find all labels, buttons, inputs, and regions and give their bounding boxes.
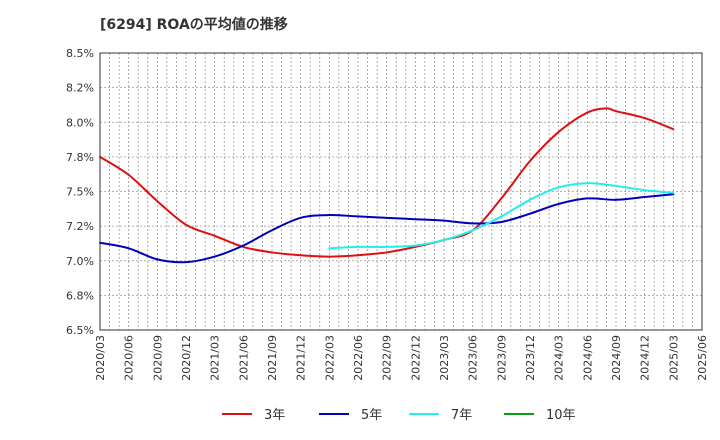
x-tick-label: 2023/06 [467, 335, 480, 381]
x-tick-label: 2024/06 [581, 335, 594, 381]
x-tick-label: 2023/03 [438, 335, 451, 381]
x-tick-label: 2023/09 [495, 335, 508, 381]
series-line [99, 193, 675, 264]
x-tick-label: 2020/09 [151, 335, 164, 381]
y-tick-label: 7.5% [66, 186, 94, 199]
x-tick-label: 2024/12 [639, 335, 652, 381]
x-tick-label: 2020/06 [123, 335, 136, 381]
x-tick-label: 2022/12 [409, 335, 422, 381]
x-tick-label: 2025/06 [696, 335, 709, 381]
x-tick-label: 2024/03 [553, 335, 566, 381]
legend-label: 3年 [264, 408, 285, 423]
legend: 3年 5年 7年 10年 [222, 408, 576, 423]
y-tick-label: 8.2% [66, 82, 94, 95]
x-tick-label: 2023/12 [524, 335, 537, 381]
x-axis-ticks: 2020/03 2020/06 2020/09 2020/12 2021/03 2021/… [94, 335, 709, 381]
grid [100, 53, 702, 330]
x-tick-label: 2021/03 [209, 335, 222, 381]
chart-title: [6294] ROAの平均値の推移 [100, 17, 288, 33]
x-tick-label: 2024/09 [610, 335, 623, 381]
x-tick-label: 2025/03 [667, 335, 680, 381]
y-tick-label: 7.0% [66, 255, 94, 268]
legend-label: 5年 [361, 408, 382, 423]
x-tick-label: 2021/09 [266, 335, 279, 381]
x-tick-label: 2021/12 [295, 335, 308, 381]
legend-label: 10年 [546, 408, 576, 423]
series-lines [99, 107, 675, 264]
x-tick-label: 2022/09 [381, 335, 394, 381]
legend-label: 7年 [451, 408, 472, 423]
y-tick-label: 8.5% [66, 47, 94, 60]
x-tick-label: 2022/06 [352, 335, 365, 381]
x-tick-label: 2020/12 [180, 335, 193, 381]
y-tick-label: 6.8% [66, 289, 94, 302]
x-tick-label: 2020/03 [94, 335, 107, 381]
y-axis-ticks: 8.5% 8.2% 8.0% 7.8% 7.5% 7.2% 7.0% 6.8% 6.5% [66, 47, 94, 337]
x-tick-label: 2022/03 [323, 335, 336, 381]
y-tick-label: 8.0% [66, 116, 94, 129]
x-tick-label: 2021/06 [237, 335, 250, 381]
y-tick-label: 7.2% [66, 220, 94, 233]
series-line [328, 182, 675, 250]
series-line [99, 107, 675, 258]
y-tick-label: 7.8% [66, 151, 94, 164]
plot-area-frame [99, 52, 703, 331]
y-tick-label: 6.5% [66, 324, 94, 337]
